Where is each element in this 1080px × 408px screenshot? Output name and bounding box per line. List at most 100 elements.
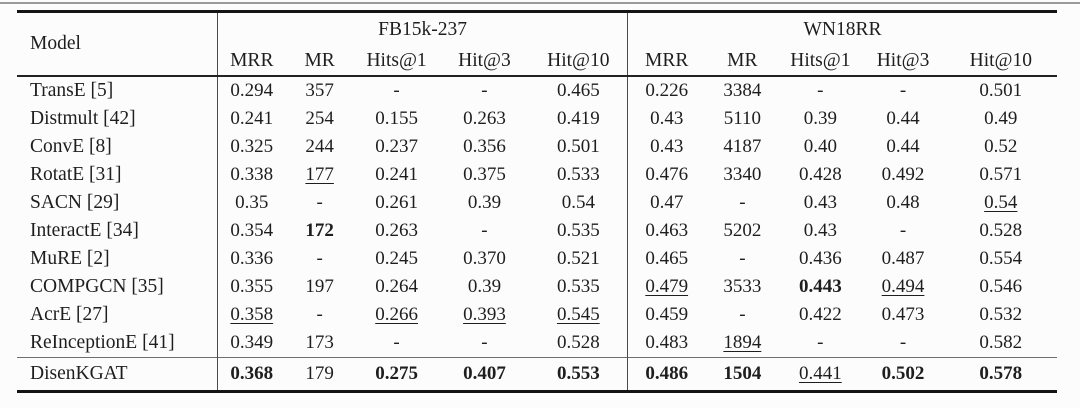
- fb-hit3-value: 0.39: [467, 192, 502, 213]
- fb-mr-value: 244: [305, 136, 334, 157]
- fb-hit3-value: -: [481, 332, 488, 353]
- fb-hits1-header: Hits@1: [366, 49, 427, 71]
- fb-mrr-value: 0.325: [217, 133, 286, 161]
- table-header: Model FB15k-237 WN18RR MRR MR Hits@1 Hit…: [17, 11, 1057, 76]
- fb-mrr-value: 0.358: [217, 301, 286, 329]
- wn-mr-value: -: [739, 248, 746, 269]
- table-row: SACN [29] 0.35 - 0.261 0.39 0.54 0.47 - …: [17, 189, 1057, 217]
- wn-hit10-value: 0.554: [979, 248, 1023, 269]
- wn-hits1-value: -: [817, 80, 824, 101]
- wn-hits1-value: 0.441: [798, 363, 842, 384]
- wn-hit10-value: 0.501: [979, 80, 1023, 101]
- wn-hit10-value: 0.582: [979, 332, 1023, 353]
- fb-hit3-value: 0.407: [463, 363, 506, 384]
- table-row: AcrE [27] 0.358 - 0.266 0.393 0.545 0.45…: [17, 301, 1057, 329]
- wn-hits1-value: 0.39: [803, 108, 837, 129]
- wn-mrr-value: 0.226: [626, 76, 706, 105]
- wn-mrr-value: 0.486: [626, 357, 706, 392]
- wn-hit3-value: 0.44: [886, 136, 920, 157]
- top-hairline-rule: [0, 2, 1080, 4]
- wn-hit10-value: 0.49: [984, 108, 1018, 129]
- fb-mr-value: 173: [305, 332, 334, 353]
- wn-hit3-value: 0.473: [881, 304, 925, 325]
- fb-mrr-value: 0.336: [217, 245, 286, 273]
- fb-mrr-value: 0.338: [217, 161, 286, 189]
- wn-mr-value: 5202: [723, 220, 762, 241]
- model-name: Distmult [42]: [30, 108, 136, 129]
- fb-mr-value: -: [316, 248, 323, 269]
- wn-mr-value: 5110: [723, 108, 761, 129]
- wn-mr-value: 1504: [723, 363, 762, 384]
- fb-hit10-header: Hit@10: [547, 49, 610, 71]
- fb-hit10-value: 0.528: [556, 332, 600, 353]
- fb-hits1-value: 0.266: [375, 304, 418, 325]
- wn-hits1-value: 0.443: [798, 276, 842, 297]
- table-body: TransE [5] 0.294 357 - - 0.465 0.226 338…: [17, 76, 1057, 392]
- model-name: MuRE [2]: [30, 248, 110, 269]
- fb-hit10-value: 0.533: [556, 164, 600, 185]
- fb-mr-value: 179: [305, 363, 334, 384]
- fb-hits1-value: -: [393, 332, 400, 353]
- table-row: Distmult [42] 0.241 254 0.155 0.263 0.41…: [17, 105, 1057, 133]
- wn-hit3-value: 0.487: [881, 248, 925, 269]
- model-name: InteractE [34]: [30, 220, 139, 241]
- wn-hit3-value: 0.48: [886, 192, 920, 213]
- dataset-header-wn18rr: WN18RR: [626, 11, 1057, 46]
- wn-hit3-value: -: [899, 332, 907, 353]
- model-name: COMPGCN [35]: [30, 276, 164, 297]
- table-row: InteractE [34] 0.354 172 0.263 - 0.535 0…: [17, 217, 1057, 245]
- wn-hit3-value: -: [899, 220, 907, 241]
- fb-hit3-value: 0.393: [463, 304, 506, 325]
- fb-hit3-value: 0.263: [463, 108, 506, 129]
- fb-mrr-value: 0.35: [217, 189, 286, 217]
- wn-hit10-header: Hit@10: [969, 49, 1032, 71]
- wn-mrr-value: 0.43: [626, 133, 706, 161]
- wn-hit10-value: 0.528: [979, 220, 1023, 241]
- wn-mr-value: 3533: [723, 276, 762, 297]
- table-row: TransE [5] 0.294 357 - - 0.465 0.226 338…: [17, 76, 1057, 105]
- model-name: SACN [29]: [30, 192, 120, 213]
- wn-hits1-value: -: [817, 332, 824, 353]
- fb-hit10-value: 0.501: [556, 136, 600, 157]
- fb-mr-value: -: [316, 192, 323, 213]
- wn-hits1-value: 0.43: [803, 220, 837, 241]
- wn-hits1-value: 0.428: [798, 164, 842, 185]
- fb-hit3-header: Hit@3: [458, 49, 511, 71]
- model-name: DisenKGAT: [30, 363, 128, 384]
- wn-mrr-value: 0.43: [626, 105, 706, 133]
- wn-hit3-value: 0.502: [881, 363, 925, 384]
- wn-mr-value: 3384: [723, 80, 762, 101]
- table-row: COMPGCN [35] 0.355 197 0.264 0.39 0.535 …: [17, 273, 1057, 301]
- fb-hits1-value: -: [393, 80, 400, 101]
- model-name: ConvE [8]: [30, 136, 112, 157]
- wn-mrr-value: 0.459: [626, 301, 706, 329]
- fb-hit10-value: 0.419: [556, 108, 600, 129]
- fb-hit3-value: 0.356: [463, 136, 506, 157]
- fb-hit3-value: 0.370: [463, 248, 506, 269]
- wn-hit3-value: 0.492: [881, 164, 925, 185]
- wn-mrr-value: 0.463: [626, 217, 706, 245]
- model-name: RotatE [31]: [30, 164, 122, 185]
- fb-hit10-value: 0.553: [556, 363, 600, 384]
- wn-hits1-header: Hits@1: [790, 49, 851, 71]
- fb-mrr-value: 0.349: [217, 329, 286, 358]
- dataset-header-row: Model FB15k-237 WN18RR: [17, 11, 1057, 54]
- model-name: ReInceptionE [41]: [30, 332, 175, 353]
- wn-mrr-value: 0.476: [626, 161, 706, 189]
- fb-mrr-value: 0.354: [217, 217, 286, 245]
- wn-mr-value: -: [739, 192, 746, 213]
- table-row: ReInceptionE [41] 0.349 173 - - 0.528 0.…: [17, 329, 1057, 358]
- wn-hit3-header: Hit@3: [876, 49, 930, 71]
- wn-hit3-value: 0.44: [886, 108, 920, 129]
- fb-mrr-value: 0.355: [217, 273, 286, 301]
- wn-hit10-value: 0.578: [979, 363, 1023, 384]
- wn-mr-value: 4187: [723, 136, 762, 157]
- fb-mr-value: 197: [305, 276, 334, 297]
- wn-hits1-value: 0.436: [798, 248, 842, 269]
- table-row: MuRE [2] 0.336 - 0.245 0.370 0.521 0.465…: [17, 245, 1057, 273]
- fb-hits1-value: 0.237: [375, 136, 418, 157]
- wn-hit10-value: 0.532: [979, 304, 1023, 325]
- wn-hits1-value: 0.40: [803, 136, 837, 157]
- model-column-header: Model: [30, 33, 81, 54]
- fb-hit10-value: 0.535: [556, 220, 600, 241]
